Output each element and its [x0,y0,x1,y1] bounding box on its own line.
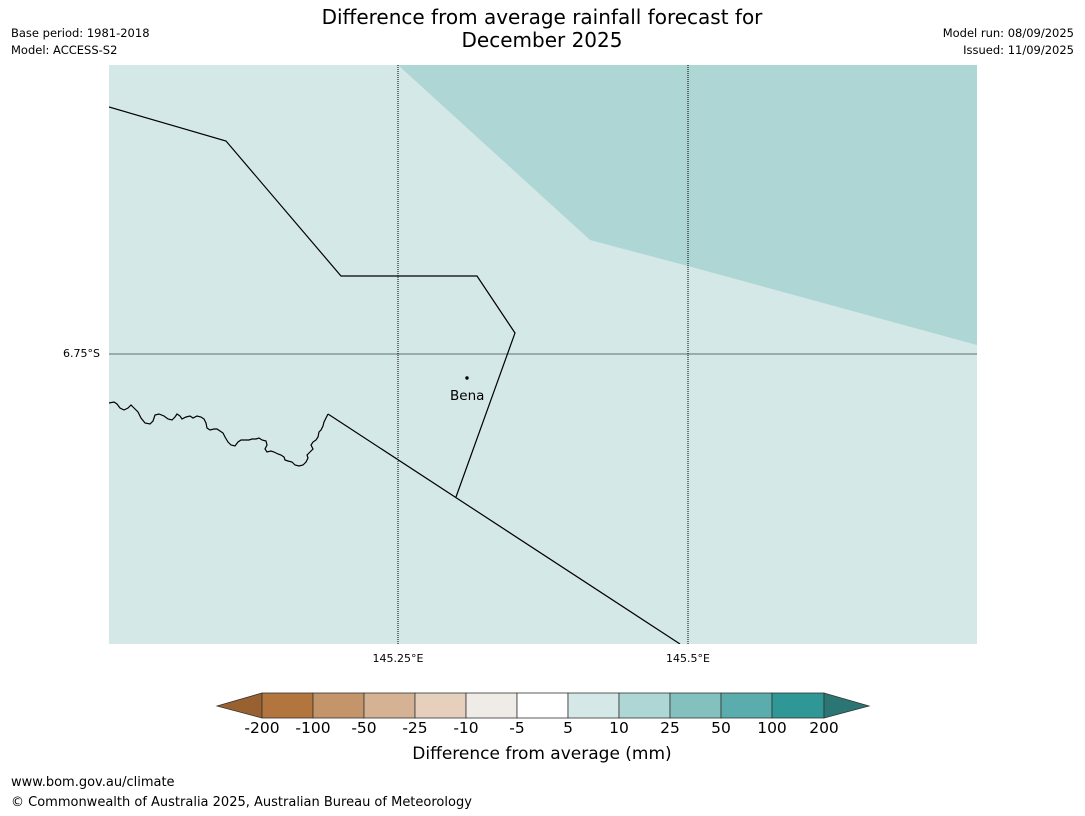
colorbar-segment [618,692,671,719]
footer-copyright: © Commonwealth of Australia 2025, Austra… [11,795,472,810]
base-period-label: Base period: 1981-2018 [11,26,150,40]
colorbar-label: 100 [757,719,787,737]
colorbar-label: 5 [563,719,573,737]
longitude-label-1: 145.25°E [372,652,424,665]
footer-url[interactable]: www.bom.gov.au/climate [11,775,175,790]
colorbar-segment [363,692,416,719]
colorbar [215,692,871,719]
colorbar-segment [465,692,518,719]
colorbar-segment [261,692,314,719]
colorbar-segment [771,692,825,719]
colorbar-segment [669,692,722,719]
title-line-2: December 2025 [461,28,623,52]
colorbar-label: -200 [244,719,280,737]
colorbar-label: -50 [351,719,377,737]
model-run-label: Model run: 08/09/2025 [942,26,1074,40]
issued-label: Issued: 11/09/2025 [963,43,1074,57]
place-label: Bena [450,388,485,404]
colorbar-segment [567,692,620,719]
meta-left: Base period: 1981-2018 Model: ACCESS-S2 [11,25,150,59]
colorbar-title: Difference from average (mm) [412,744,672,764]
place-marker [465,376,469,380]
district-boundary [109,106,516,498]
colorbar-extend-high [823,692,871,719]
model-label: Model: ACCESS-S2 [11,43,118,57]
coastline [109,401,329,467]
colorbar-extend-low [215,692,263,719]
colorbar-label: -100 [295,719,331,737]
colorbar-label: -5 [509,719,525,737]
colorbar-label: 25 [660,719,680,737]
colorbar-segment [312,692,365,719]
colorbar-segment [414,692,467,719]
meta-right: Model run: 08/09/2025 Issued: 11/09/2025 [943,25,1074,59]
colorbar-label: 10 [609,719,629,737]
province-boundary [327,413,681,644]
latitude-label: 6.75°S [63,347,100,360]
colorbar-segment [516,692,569,719]
colorbar-label: 50 [711,719,731,737]
colorbar-labels: -200 -100 -50 -25 -10 -5 5 10 25 50 100 … [0,719,1085,739]
colorbar-label: -10 [453,719,479,737]
map-title: Difference from average rainfall forecas… [292,6,792,52]
colorbar-label: 200 [809,719,839,737]
title-line-1: Difference from average rainfall forecas… [321,5,763,29]
longitude-label-2: 145.5°E [666,652,710,665]
colorbar-label: -25 [402,719,428,737]
colorbar-segment [720,692,773,719]
